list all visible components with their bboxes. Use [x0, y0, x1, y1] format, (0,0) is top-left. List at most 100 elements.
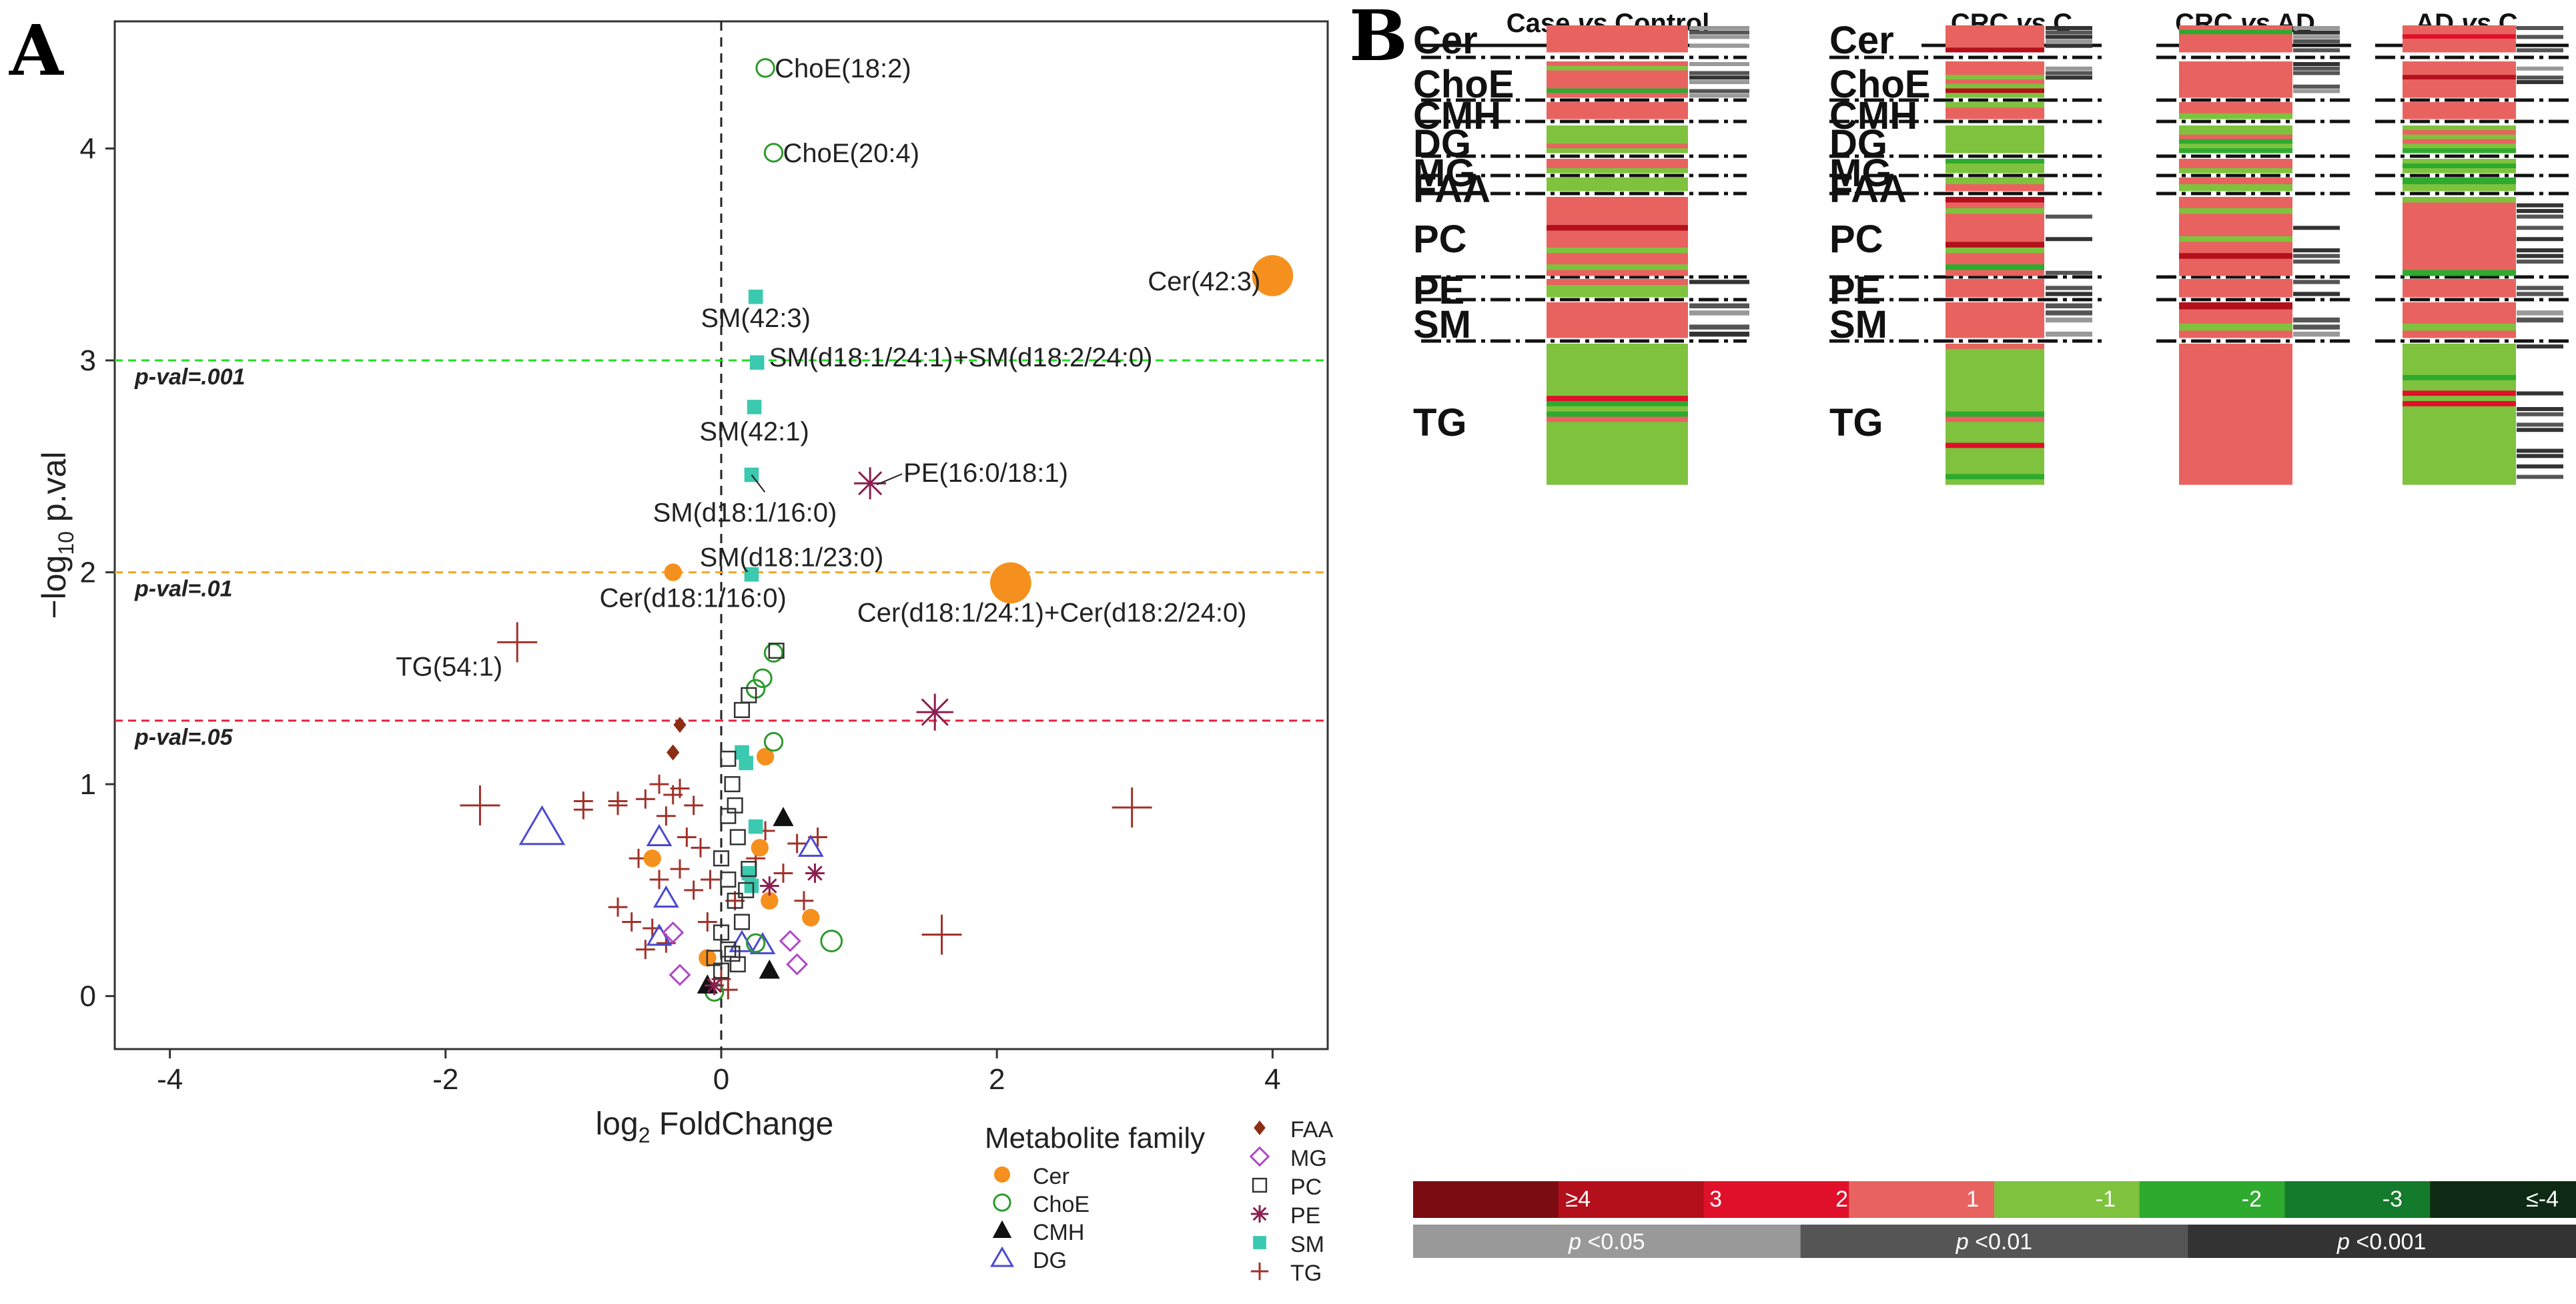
legend-label: Cer [1033, 1164, 1069, 1189]
data-point [608, 897, 628, 917]
heat-cell [1547, 448, 1688, 454]
heat-cell [1946, 468, 2044, 474]
x-tick-label: -4 [157, 1063, 183, 1096]
heat-cell [1547, 302, 1688, 310]
heat-cell [1547, 264, 1688, 271]
heat-cell [2403, 65, 2516, 71]
heat-cell [1946, 148, 2044, 153]
heat-cell [2403, 253, 2516, 260]
heat-cell [2403, 61, 2516, 67]
heat-cell [1946, 139, 2044, 144]
family-label: Cer [1829, 19, 1894, 62]
heat-cell [2403, 70, 2516, 75]
heat-cell [1946, 143, 2044, 149]
legend-marker [1253, 1236, 1266, 1249]
pvalue-bar [2517, 226, 2563, 230]
heat-cell [2403, 285, 2516, 292]
pvalue-bar [2293, 71, 2340, 75]
fold-swatch [2430, 1181, 2576, 1218]
heat-cell [2403, 411, 2516, 417]
heat-cell [2179, 93, 2292, 98]
heat-cell [1547, 113, 1688, 119]
labeled-point [747, 400, 762, 414]
heat-cell [1547, 34, 1688, 39]
point-label: SM(d18:1/16:0) [653, 499, 837, 528]
data-point [643, 850, 661, 868]
data-point [691, 838, 711, 858]
data-point [739, 755, 753, 771]
heat-cell [1946, 134, 2044, 139]
fold-label: ≤-4 [2526, 1187, 2559, 1212]
heat-cell [1547, 168, 1688, 174]
heat-cell [2179, 39, 2292, 44]
data-point [820, 930, 843, 952]
heat-cell [2179, 79, 2292, 85]
heat-cell [2403, 184, 2516, 192]
heat-cell [1946, 316, 2044, 324]
heat-cell [2403, 113, 2516, 119]
heat-cell [2403, 178, 2516, 185]
heat-cell [1547, 344, 1688, 350]
fold-swatch [2284, 1181, 2431, 1218]
heat-cell [1547, 93, 1688, 98]
pvalue-bar [2046, 66, 2092, 71]
fold-swatch [1413, 1181, 1559, 1218]
data-point [759, 959, 780, 979]
heat-cell [2403, 29, 2516, 35]
heat-cell [2403, 208, 2516, 214]
heat-cell [2403, 258, 2516, 265]
heat-cell [1547, 107, 1688, 114]
heat-cell [1946, 230, 2044, 237]
pvalue-bar [1689, 89, 1749, 93]
heat-cell [2179, 411, 2292, 417]
heat-cell [2403, 219, 2516, 226]
heat-cell [2179, 348, 2292, 355]
legend-label: DG [1033, 1248, 1067, 1273]
heat-cell [1946, 43, 2044, 48]
heat-cell [1946, 236, 2044, 242]
pvalue-bar [2517, 464, 2563, 468]
heat-cell [2403, 34, 2516, 39]
heat-cell [2179, 442, 2292, 448]
legend-label: SM [1290, 1232, 1324, 1257]
heat-cell [1946, 258, 2044, 265]
legend-marker [993, 1166, 1011, 1183]
pvalue-swatch [1413, 1225, 1801, 1258]
heat-cell [2403, 39, 2516, 44]
family-label: PE [1413, 269, 1464, 312]
heat-cell [1946, 253, 2044, 260]
heat-cell [2403, 344, 2516, 350]
heatmap-panel: Case vs Control CRC vs C CRC vs AD AD vs CC… [1413, 9, 2569, 485]
heat-cell [1547, 143, 1688, 149]
heat-cell [2179, 102, 2292, 108]
heat-cell [1547, 197, 1688, 203]
pvalue-bar [1689, 26, 1749, 30]
data-point [649, 774, 669, 794]
heat-cell [2179, 406, 2292, 412]
labeled-point [755, 58, 775, 78]
heat-cell [1547, 47, 1688, 53]
data-point [751, 839, 769, 857]
heat-cell [2179, 134, 2292, 139]
heat-cell [2179, 139, 2292, 144]
heat-cell [2179, 202, 2292, 209]
heat-cell [1946, 93, 2044, 98]
heat-cell [2403, 214, 2516, 220]
star-stroke [858, 471, 883, 496]
fold-label: 3 [1709, 1187, 1722, 1212]
heat-cell [1946, 197, 2044, 203]
heat-cell [1547, 178, 1688, 185]
pvalue-bar [2293, 30, 2340, 35]
heat-cell [1946, 458, 2044, 464]
pvalue-bar [2046, 310, 2092, 316]
point-label: SM(d18:1/24:1)+SM(d18:2/24:0) [769, 343, 1153, 372]
heat-cell [2403, 316, 2516, 324]
heat-cell [1946, 479, 2044, 485]
heat-cell [1946, 380, 2044, 386]
heat-cell [1946, 390, 2044, 396]
heat-cell [1547, 442, 1688, 448]
heat-cell [2179, 396, 2292, 402]
data-point [763, 731, 784, 752]
heat-cell [2179, 400, 2292, 407]
